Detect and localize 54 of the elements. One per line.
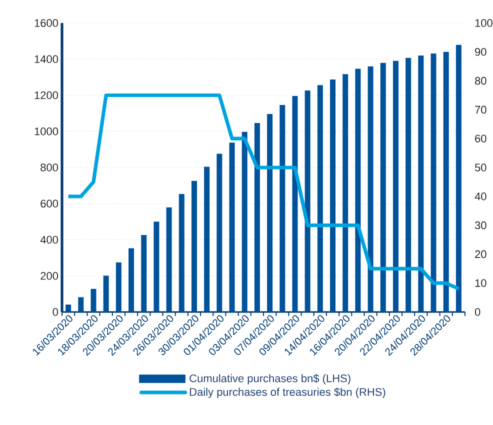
y2-tick-label: 60 — [475, 134, 486, 142]
bar — [280, 105, 286, 312]
bar — [443, 52, 449, 312]
y-tick-label: 1600 — [34, 19, 58, 27]
bar — [154, 222, 160, 312]
y2-tick-label: 80 — [475, 76, 486, 85]
y2-tick-label: 0 — [474, 308, 480, 316]
bar — [116, 262, 122, 312]
bar — [141, 235, 147, 312]
bar — [66, 304, 72, 312]
bar — [342, 74, 348, 312]
y-tick-label: 200 — [40, 272, 58, 280]
bar — [216, 154, 222, 312]
bar — [317, 85, 323, 312]
y2-tick-label: 40 — [474, 192, 486, 200]
bar — [90, 288, 96, 312]
y-tick-label: 600 — [40, 200, 58, 208]
bar — [304, 90, 310, 312]
bar — [330, 80, 336, 312]
bar — [178, 194, 184, 312]
bar — [242, 132, 248, 312]
y2-tick-label: 70 — [475, 106, 486, 114]
bar — [204, 166, 210, 312]
bar — [292, 96, 298, 312]
bar — [355, 68, 361, 312]
bar — [406, 58, 412, 312]
y2-tick-label: 50 — [474, 164, 486, 172]
y-tick-label: 1400 — [34, 55, 58, 64]
y-tick-label: 400 — [40, 236, 58, 244]
legend-label: Cumulative purchases bn$ (LHS) — [190, 374, 350, 384]
bar — [430, 54, 436, 312]
bar — [456, 44, 462, 312]
bar — [368, 66, 374, 312]
y2-tick-label: 30 — [474, 221, 486, 230]
bar — [229, 142, 235, 312]
bar — [191, 180, 197, 312]
bar — [103, 276, 109, 312]
y-tick-label: 1000 — [34, 127, 58, 136]
y2-tick-label: 20 — [475, 250, 486, 258]
y-tick-label: 1200 — [34, 91, 58, 100]
y-tick-label: 0 — [52, 308, 58, 316]
y2-tick-label: 90 — [475, 48, 486, 56]
bar — [166, 207, 172, 312]
bar — [418, 56, 424, 312]
bar — [380, 62, 386, 312]
bar — [392, 60, 398, 312]
y-tick-label: 800 — [40, 164, 58, 172]
bar — [267, 114, 273, 312]
y2-tick-label: 10 — [475, 279, 486, 287]
bar — [128, 248, 134, 312]
bar — [254, 123, 260, 312]
bar — [78, 297, 84, 312]
legend-label: Daily purchases of treasuries $bn (RHS) — [190, 388, 386, 398]
y2-tick-label: 100 — [475, 19, 492, 27]
